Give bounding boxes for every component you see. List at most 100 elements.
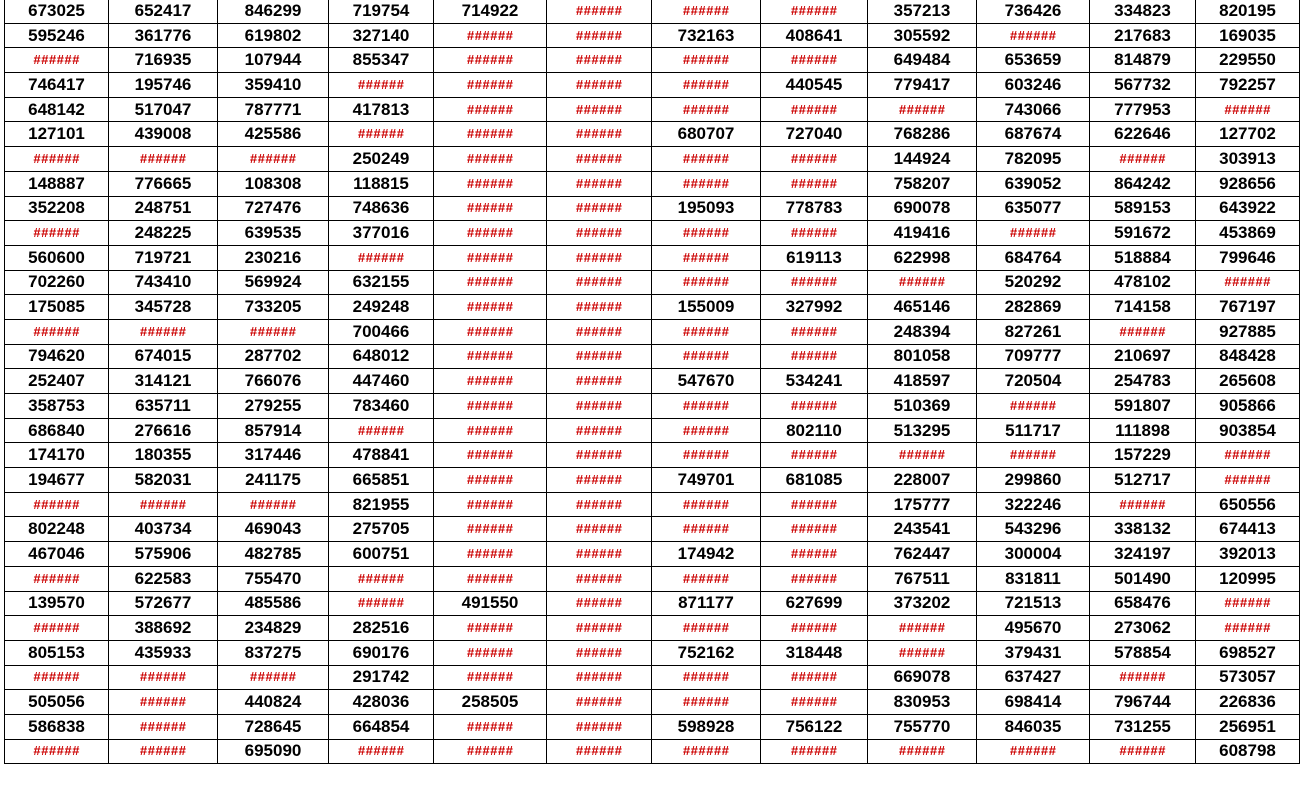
table-cell[interactable]: 591807 xyxy=(1089,393,1196,419)
table-cell[interactable]: 485586 xyxy=(217,590,329,617)
table-cell[interactable]: ###### xyxy=(546,318,652,345)
table-cell[interactable]: ###### xyxy=(651,47,761,74)
table-cell[interactable]: 517047 xyxy=(108,96,218,123)
table-cell[interactable]: 417813 xyxy=(328,96,434,123)
table-cell[interactable]: ###### xyxy=(760,170,868,197)
table-cell[interactable]: 358753 xyxy=(4,393,109,419)
table-cell[interactable]: 155009 xyxy=(651,294,761,320)
table-cell[interactable]: ###### xyxy=(433,22,547,49)
table-cell[interactable]: 258505 xyxy=(433,689,547,715)
table-cell[interactable]: 180355 xyxy=(108,442,218,469)
table-cell[interactable]: 300004 xyxy=(976,541,1090,567)
table-cell[interactable]: 512717 xyxy=(1089,467,1196,493)
table-cell[interactable]: ###### xyxy=(546,615,652,641)
table-cell[interactable]: 698527 xyxy=(1195,639,1300,666)
table-cell[interactable]: 664854 xyxy=(328,713,434,740)
table-cell[interactable]: ###### xyxy=(4,491,109,518)
table-cell[interactable]: ###### xyxy=(651,220,761,246)
table-cell[interactable]: ###### xyxy=(4,738,109,765)
table-cell[interactable]: 282516 xyxy=(328,615,434,641)
table-cell[interactable]: 327140 xyxy=(328,22,434,49)
table-cell[interactable]: 195746 xyxy=(108,72,218,98)
table-cell[interactable]: ###### xyxy=(867,639,977,666)
table-cell[interactable]: 572677 xyxy=(108,590,218,617)
table-cell[interactable]: 736426 xyxy=(976,0,1090,24)
table-cell[interactable]: ###### xyxy=(328,121,434,148)
table-cell[interactable]: ###### xyxy=(546,738,652,765)
table-cell[interactable]: 195093 xyxy=(651,195,761,222)
table-cell[interactable]: 674413 xyxy=(1195,516,1300,543)
table-cell[interactable]: 805153 xyxy=(4,639,109,666)
table-cell[interactable]: 226836 xyxy=(1195,689,1300,715)
table-cell[interactable]: 287702 xyxy=(217,343,329,370)
table-cell[interactable]: 174170 xyxy=(4,442,109,469)
table-cell[interactable]: 622583 xyxy=(108,565,218,592)
table-cell[interactable]: 727040 xyxy=(760,121,868,148)
table-cell[interactable]: 357213 xyxy=(867,0,977,24)
table-cell[interactable]: 650556 xyxy=(1195,491,1300,518)
table-cell[interactable]: ###### xyxy=(433,541,547,567)
table-cell[interactable]: ###### xyxy=(976,738,1090,765)
table-cell[interactable]: 139570 xyxy=(4,590,109,617)
table-cell[interactable]: ###### xyxy=(108,689,218,715)
table-cell[interactable]: 249248 xyxy=(328,294,434,320)
table-cell[interactable]: 589153 xyxy=(1089,195,1196,222)
table-cell[interactable]: 821955 xyxy=(328,491,434,518)
table-cell[interactable]: 802110 xyxy=(760,417,868,444)
table-cell[interactable]: 175085 xyxy=(4,294,109,320)
table-cell[interactable]: ###### xyxy=(976,393,1090,419)
table-cell[interactable]: 653659 xyxy=(976,47,1090,74)
table-cell[interactable]: 652417 xyxy=(108,0,218,24)
table-cell[interactable]: ###### xyxy=(546,516,652,543)
table-cell[interactable]: ###### xyxy=(108,146,218,172)
table-cell[interactable]: ###### xyxy=(760,565,868,592)
table-cell[interactable]: 827261 xyxy=(976,318,1090,345)
table-cell[interactable]: 447460 xyxy=(328,368,434,394)
table-cell[interactable]: 317446 xyxy=(217,442,329,469)
table-cell[interactable]: 928656 xyxy=(1195,170,1300,197)
table-cell[interactable]: 714158 xyxy=(1089,294,1196,320)
table-cell[interactable]: 639052 xyxy=(976,170,1090,197)
table-cell[interactable]: 279255 xyxy=(217,393,329,419)
table-cell[interactable]: 794620 xyxy=(4,343,109,370)
table-cell[interactable]: ###### xyxy=(546,22,652,49)
table-cell[interactable]: ###### xyxy=(108,664,218,691)
table-cell[interactable]: ###### xyxy=(976,22,1090,49)
table-cell[interactable]: ###### xyxy=(760,393,868,419)
table-cell[interactable]: ###### xyxy=(433,146,547,172)
table-cell[interactable]: 276616 xyxy=(108,417,218,444)
table-cell[interactable]: ###### xyxy=(867,442,977,469)
table-cell[interactable]: 695090 xyxy=(217,738,329,765)
table-cell[interactable]: 762447 xyxy=(867,541,977,567)
table-cell[interactable]: 749701 xyxy=(651,467,761,493)
table-cell[interactable]: 776665 xyxy=(108,170,218,197)
table-cell[interactable]: ###### xyxy=(328,565,434,592)
table-cell[interactable]: 373202 xyxy=(867,590,977,617)
table-cell[interactable]: 639535 xyxy=(217,220,329,246)
table-cell[interactable]: 731255 xyxy=(1089,713,1196,740)
table-cell[interactable]: 248225 xyxy=(108,220,218,246)
table-cell[interactable]: ###### xyxy=(108,738,218,765)
table-cell[interactable]: 478841 xyxy=(328,442,434,469)
table-cell[interactable]: 324197 xyxy=(1089,541,1196,567)
table-cell[interactable]: 359410 xyxy=(217,72,329,98)
table-cell[interactable]: 846299 xyxy=(217,0,329,24)
table-cell[interactable]: ###### xyxy=(433,467,547,493)
table-cell[interactable]: ###### xyxy=(217,146,329,172)
table-cell[interactable]: 600751 xyxy=(328,541,434,567)
table-cell[interactable]: 871177 xyxy=(651,590,761,617)
table-cell[interactable]: ###### xyxy=(433,195,547,222)
table-cell[interactable]: 595246 xyxy=(4,22,109,49)
table-cell[interactable]: ###### xyxy=(976,442,1090,469)
table-cell[interactable]: ###### xyxy=(433,47,547,74)
table-cell[interactable]: ###### xyxy=(867,269,977,296)
table-cell[interactable]: 719754 xyxy=(328,0,434,24)
table-cell[interactable]: 217683 xyxy=(1089,22,1196,49)
table-cell[interactable]: 787771 xyxy=(217,96,329,123)
table-cell[interactable]: 256951 xyxy=(1195,713,1300,740)
table-cell[interactable]: 686840 xyxy=(4,417,109,444)
table-cell[interactable]: ###### xyxy=(651,244,761,271)
table-cell[interactable]: 721513 xyxy=(976,590,1090,617)
table-cell[interactable]: 586838 xyxy=(4,713,109,740)
table-cell[interactable]: 388692 xyxy=(108,615,218,641)
